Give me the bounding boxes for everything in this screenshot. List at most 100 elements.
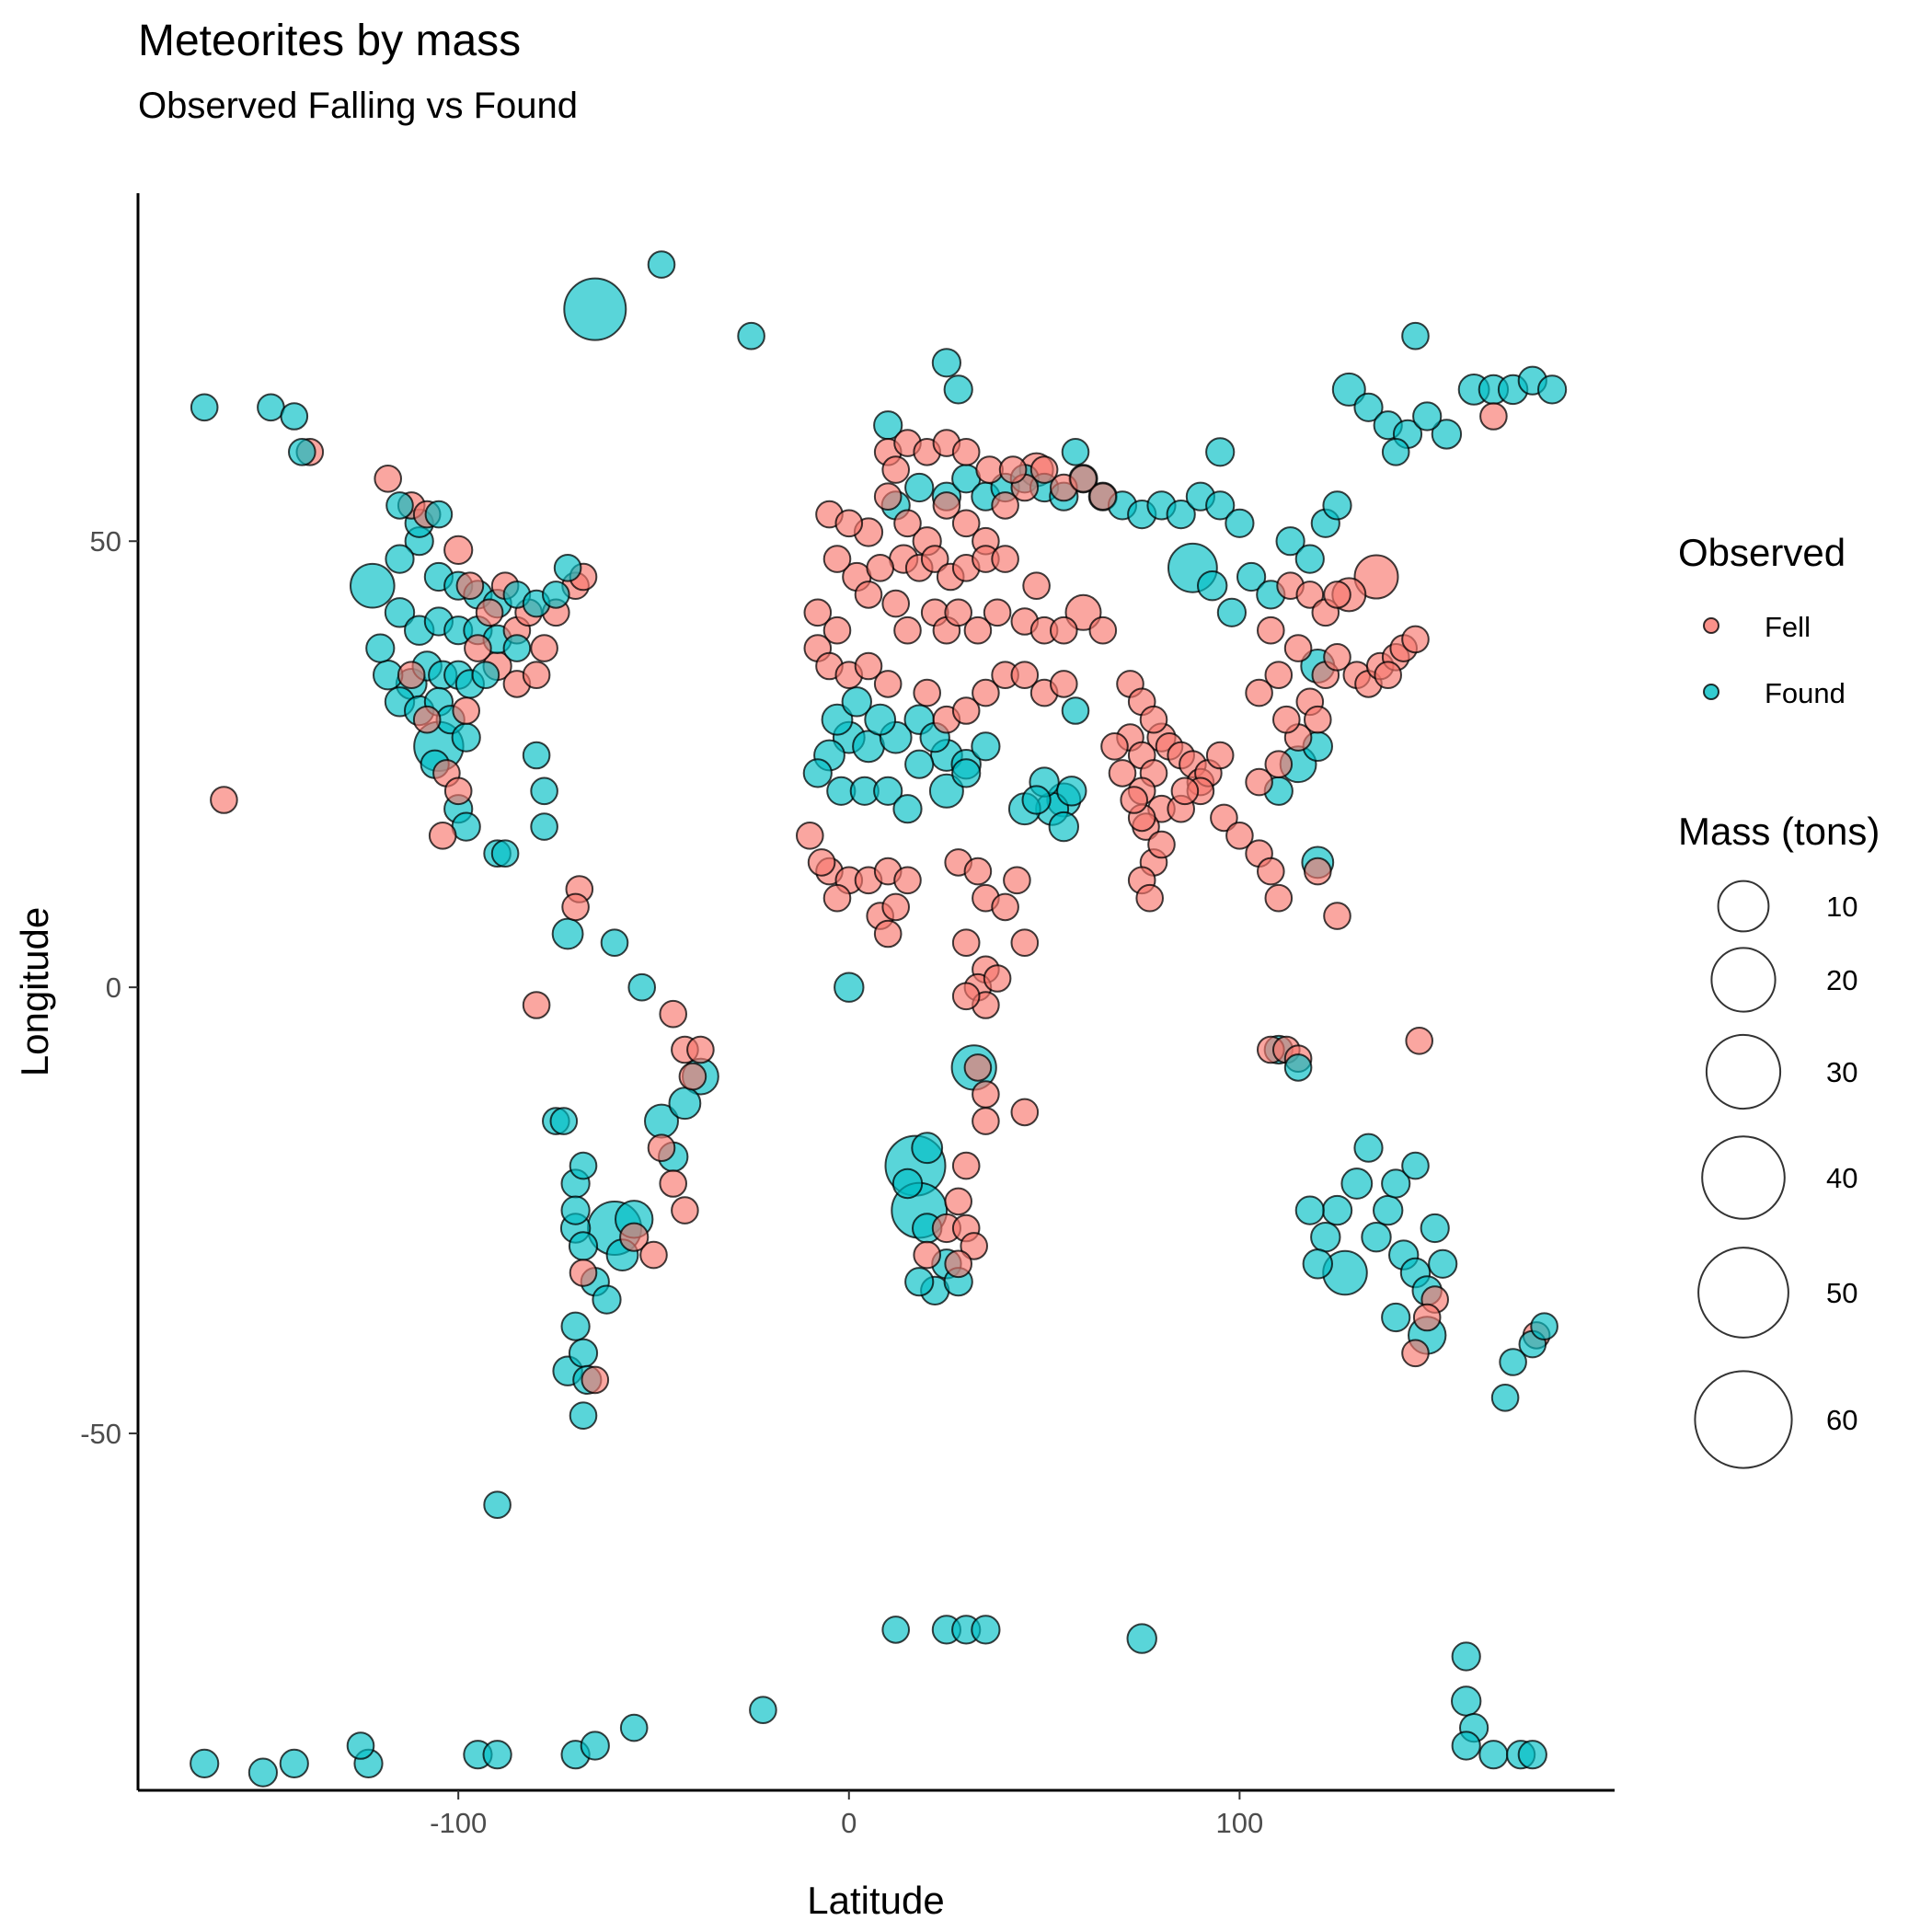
data-point-found-61: [560, 1195, 591, 1225]
data-point-fell-87: [951, 438, 981, 466]
data-point-found-90: [1126, 1623, 1157, 1654]
data-point-fell-129: [951, 1151, 981, 1180]
data-point-found-6: [288, 438, 316, 466]
data-point-fell-21: [443, 776, 473, 806]
data-point-found-45: [530, 776, 558, 806]
data-point-found-148: [1236, 561, 1267, 592]
data-point-found-146: [1197, 570, 1228, 602]
data-point-found-60: [569, 1151, 598, 1180]
data-point-found-143: [1205, 490, 1236, 521]
size-legend-label-30: 30: [1826, 1056, 1857, 1088]
data-point-found-74: [483, 1490, 512, 1519]
data-point-found-70: [568, 1338, 599, 1368]
size-legend-label-50: 50: [1826, 1277, 1857, 1309]
data-point-fell-133: [960, 1232, 988, 1260]
data-point-fell-15: [464, 634, 492, 662]
legend-label-found: Found: [1765, 677, 1846, 709]
data-point-found-58: [549, 1107, 579, 1135]
data-point-found-166: [1381, 438, 1410, 466]
data-point-found-155: [1353, 392, 1384, 422]
x-tick-label: 0: [841, 1807, 857, 1839]
data-point-fell-187: [1353, 554, 1399, 600]
data-point-found-49: [424, 500, 454, 529]
data-point-found-123: [1021, 785, 1052, 815]
data-point-found-95: [1478, 1740, 1509, 1770]
data-point-fell-111: [873, 919, 903, 949]
data-point-found-7: [350, 562, 396, 609]
data-point-fell-177: [1323, 643, 1351, 672]
data-point-found-73: [569, 1401, 598, 1430]
data-point-fell-22: [428, 822, 457, 850]
data-point-found-97: [1517, 1740, 1547, 1770]
data-point-found-46: [530, 812, 558, 841]
data-point-fell-166: [1257, 857, 1285, 886]
data-point-found-54: [668, 1087, 702, 1121]
data-point-fell-65: [944, 598, 972, 627]
data-point-fell-43: [893, 509, 922, 538]
data-point-fell-48: [822, 545, 852, 573]
data-point-fell-181: [1257, 615, 1285, 645]
data-point-found-150: [1275, 526, 1305, 557]
data-point-fell-93: [873, 670, 903, 698]
data-point-fell-108: [807, 848, 836, 877]
data-point-fell-11: [530, 634, 558, 662]
data-point-fell-194: [1374, 661, 1402, 690]
y-axis-title: Longitude: [13, 907, 56, 1077]
color-legend: Observed Fell Found: [1678, 531, 1846, 709]
data-point-fell-175: [1304, 705, 1332, 734]
data-point-found-91: [1451, 1641, 1481, 1672]
data-point-fell-199: [1405, 1027, 1433, 1055]
data-point-found-85: [749, 1696, 777, 1724]
data-point-fell-155: [1135, 883, 1164, 913]
legend-key-found: [1703, 684, 1719, 700]
data-point-found-189: [1340, 1167, 1374, 1200]
data-point-fell-36: [569, 1259, 598, 1287]
data-point-found-144: [1225, 508, 1255, 538]
data-point-fell-119: [951, 928, 981, 957]
size-legend-title: Mass (tons): [1678, 810, 1880, 853]
data-point-found-68: [592, 1284, 622, 1315]
data-point-found-44: [522, 741, 551, 770]
data-point-fell-167: [1264, 883, 1294, 913]
data-point-fell-50: [866, 554, 895, 582]
y-tick-label: 50: [90, 525, 121, 558]
data-point-found-206: [1401, 1151, 1430, 1180]
data-point-found-154: [1331, 372, 1366, 407]
chart-subtitle: Observed Falling vs Found: [138, 86, 578, 126]
data-point-found-201: [1428, 1248, 1458, 1279]
data-point-found-191: [1310, 1222, 1341, 1253]
data-point-fell-33: [659, 1169, 688, 1198]
data-point-found-159: [1431, 419, 1463, 450]
data-point-fell-193: [1401, 625, 1430, 654]
data-point-found-77: [279, 1748, 309, 1779]
data-point-found-38: [451, 722, 481, 753]
data-point-fell-28: [659, 999, 688, 1029]
data-point-found-204: [1353, 1133, 1384, 1163]
data-point-found-195: [1361, 1222, 1392, 1253]
data-point-found-117: [951, 758, 982, 788]
data-point-fell-130: [944, 1187, 972, 1216]
data-point-fell-160: [1120, 786, 1148, 814]
data-point-fell-116: [991, 892, 1019, 922]
data-point-found-63: [568, 1231, 599, 1261]
data-point-fell-42: [873, 482, 903, 512]
data-point-fell-73: [1022, 571, 1051, 601]
data-point-fell-26: [561, 892, 590, 922]
data-point-fell-163: [1210, 803, 1238, 833]
data-point-fell-124: [951, 982, 981, 1011]
data-point-fell-60: [854, 581, 883, 609]
data-point-found-183: [891, 1167, 924, 1200]
legend-key-fell: [1703, 617, 1719, 634]
data-point-found-43: [490, 839, 520, 868]
data-point-found-0: [563, 277, 627, 341]
data-point-fell-75: [1069, 465, 1098, 493]
size-legend-key-60: [1694, 1370, 1793, 1469]
data-point-found-92: [1451, 1685, 1482, 1717]
data-point-fell-34: [671, 1196, 699, 1225]
data-point-found-178: [1283, 1053, 1313, 1082]
data-point-found-10: [385, 544, 415, 574]
data-point-found-17: [542, 581, 570, 609]
data-point-found-1: [647, 250, 676, 279]
data-point-found-128: [904, 472, 935, 503]
